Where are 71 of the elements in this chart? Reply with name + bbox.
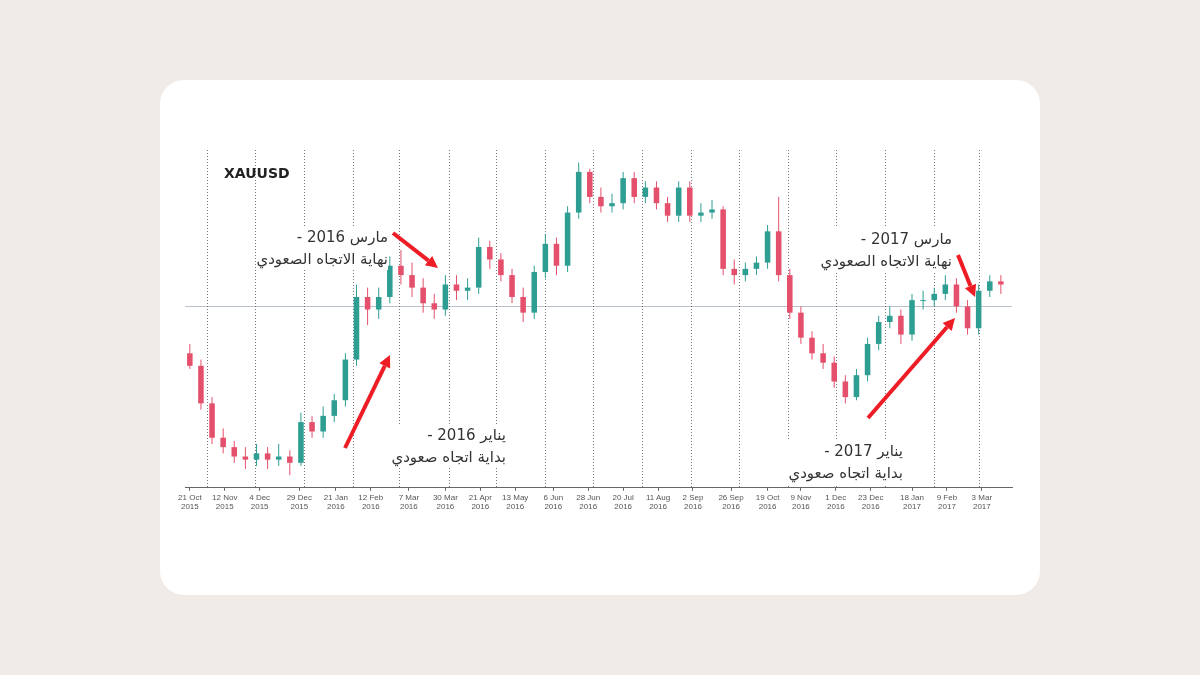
- x-tick-label: 7 Mar 2016: [398, 492, 420, 512]
- x-tick-label: 26 Sep 2016: [718, 492, 745, 512]
- x-tick-label: 30 Mar 2016: [432, 492, 459, 512]
- candlestick: [920, 290, 926, 311]
- x-tick-label: 21 Apr 2016: [468, 492, 493, 512]
- annotation: مارس 2017 - نهاية الاتجاه الصعودي: [820, 228, 952, 272]
- candlestick: [220, 427, 226, 454]
- x-tick-label: 11 Aug 2016: [645, 492, 671, 512]
- x-tick-label: 18 Jan 2017: [899, 492, 925, 512]
- x-tick-label: 21 Oct 2015: [178, 492, 203, 512]
- candlestick: [498, 252, 504, 282]
- x-tick-label: 2 Sep 2016: [682, 492, 704, 512]
- candlestick: [875, 315, 882, 351]
- candlestick: [264, 446, 271, 470]
- x-tick-label: 20 Jul 2016: [612, 492, 635, 512]
- candlestick: [953, 277, 960, 314]
- candlestick: [664, 196, 671, 223]
- annotation: يناير 2017 - بداية اتجاه صعودي: [788, 440, 903, 484]
- candlestick: [709, 199, 715, 220]
- candlestick: [887, 305, 893, 329]
- candlestick: [520, 287, 526, 323]
- candlestick: [431, 293, 438, 320]
- x-tick-label: 1 Dec 2016: [825, 492, 847, 512]
- x-tick-label: 21 Jan 2016: [323, 492, 348, 512]
- candlestick: [998, 274, 1004, 295]
- annotation: مارس 2016 - نهاية الاتجاه الصعودي: [256, 226, 388, 270]
- candlestick: [398, 249, 404, 285]
- x-tick-label: 29 Dec 2015: [286, 492, 313, 512]
- candlestick: [964, 299, 971, 336]
- candlestick: [287, 449, 293, 476]
- candlestick: [509, 268, 515, 304]
- candlestick: [809, 330, 815, 361]
- candlestick: [942, 274, 949, 301]
- annotation: يناير 2016 - بداية اتجاه صعودي: [391, 424, 506, 468]
- candlestick: [898, 309, 904, 345]
- candlestick: [931, 287, 938, 307]
- candlestick: [187, 343, 193, 370]
- x-tick-label: 9 Feb 2017: [936, 492, 958, 512]
- candlestick: [853, 368, 860, 401]
- x-tick-label: 12 Feb 2016: [358, 492, 384, 512]
- candlestick: [409, 262, 415, 298]
- candlestick: [731, 258, 738, 285]
- x-tick-label: 9 Nov 2016: [790, 492, 812, 512]
- candlestick: [331, 393, 338, 423]
- candlestick: [253, 443, 260, 467]
- candlestick: [375, 287, 382, 320]
- candlestick: [842, 374, 849, 404]
- candlestick: [598, 187, 604, 214]
- candlestick: [631, 171, 638, 204]
- x-tick-label: 13 May 2016: [502, 492, 529, 512]
- chart-title: XAUUSD: [224, 165, 290, 181]
- candlestick: [987, 274, 993, 298]
- candlestick: [698, 202, 704, 223]
- candlestick: [320, 405, 326, 439]
- candlestick: [364, 287, 371, 326]
- x-tick-label: 23 Dec 2016: [858, 492, 884, 512]
- candlestick: [553, 237, 560, 276]
- x-tick-label: 4 Dec 2015: [249, 492, 271, 512]
- x-tick-label: 12 Nov 2015: [212, 492, 238, 512]
- x-tick-label: 6 Jun 2016: [543, 492, 564, 512]
- x-tick-label: 19 Oct 2016: [755, 492, 781, 512]
- candlestick: [487, 240, 493, 270]
- candlestick: [309, 415, 315, 439]
- candlestick: [820, 343, 826, 370]
- candlestick: [831, 355, 838, 389]
- candlestick: [231, 440, 238, 464]
- candlestick: [609, 193, 615, 214]
- x-tick-label: 28 Jun 2016: [576, 492, 601, 512]
- candlestick: [420, 277, 426, 314]
- candlestick: [453, 274, 460, 301]
- x-tick-label: 3 Mar 2017: [971, 492, 993, 512]
